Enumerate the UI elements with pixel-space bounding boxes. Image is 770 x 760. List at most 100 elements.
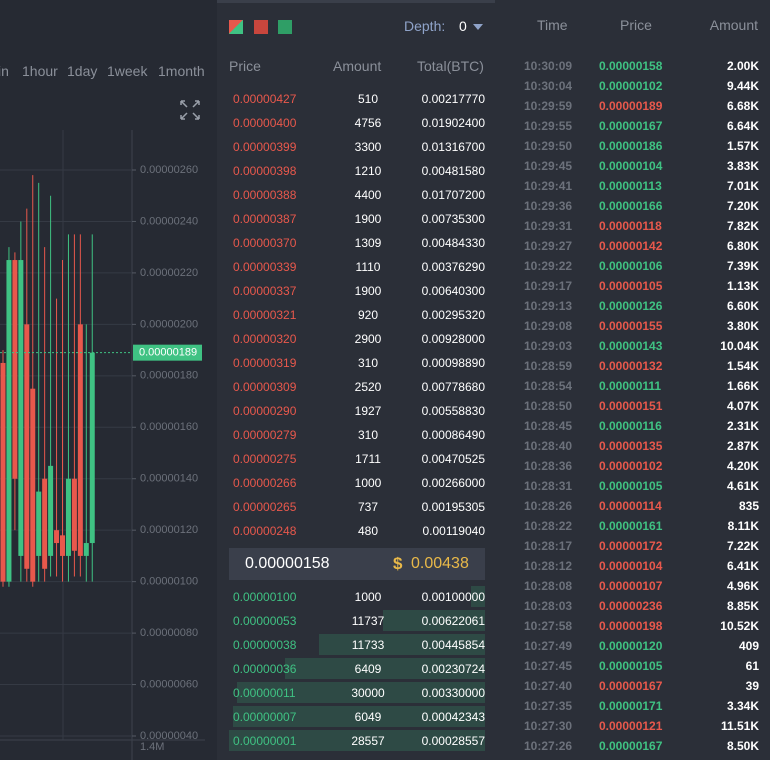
timeframe-tab[interactable]: 1month [158, 63, 205, 79]
y-tick-label: 0.00000100 [140, 576, 198, 588]
ask-total: 0.00928000 [421, 332, 485, 346]
ask-amount: 480 [357, 524, 379, 538]
trade-amount: 6.60K [726, 299, 759, 313]
y-tick-label: 0.00000220 [140, 267, 198, 279]
bid-total: 0.00042343 [421, 710, 485, 724]
ask-price: 0.00000398 [233, 164, 297, 178]
ask-price: 0.00000339 [233, 260, 297, 274]
candle-body [89, 352, 95, 544]
ask-amount: 1000 [354, 476, 382, 490]
trade-amount: 8.85K [726, 599, 759, 613]
trades-header: Time [537, 17, 568, 33]
ask-total: 0.00119040 [422, 524, 485, 538]
trade-price: 0.00000155 [599, 319, 663, 333]
mid-price: 0.00000158 [245, 555, 330, 572]
ask-amount: 1900 [354, 284, 382, 298]
bid-amount: 30000 [351, 686, 385, 700]
trade-time: 10:28:17 [524, 539, 573, 553]
ask-total: 0.00217770 [421, 92, 485, 106]
trade-amount: 7.39K [726, 259, 759, 273]
y-tick-label: 0.00000140 [140, 473, 198, 485]
trade-price: 0.00000102 [599, 79, 663, 93]
trade-price: 0.00000120 [599, 639, 663, 653]
trade-time: 10:29:22 [524, 259, 573, 273]
bid-depth-bar [285, 658, 485, 679]
trade-amount: 7.20K [726, 199, 759, 213]
ask-price: 0.00000275 [233, 452, 297, 466]
trade-price: 0.00000105 [599, 659, 663, 673]
trade-time: 10:27:30 [524, 719, 573, 733]
trade-price: 0.00000167 [599, 679, 663, 693]
trade-price: 0.00000135 [599, 439, 663, 453]
ask-amount: 1900 [354, 212, 382, 226]
trade-price: 0.00000107 [599, 579, 663, 593]
depth-value[interactable]: 0 [459, 18, 467, 34]
ask-amount: 737 [357, 500, 379, 514]
ask-total: 0.00195305 [421, 500, 485, 514]
depth-caret[interactable] [473, 24, 483, 30]
trade-amount: 4.20K [726, 459, 759, 473]
y-tick-label: 0.00000040 [140, 730, 198, 742]
candle-body [54, 530, 60, 544]
trade-price: 0.00000102 [599, 459, 663, 473]
view-bids-icon[interactable] [278, 20, 292, 34]
depth-label: Depth: [404, 18, 446, 34]
candle-body [42, 478, 48, 569]
trade-price: 0.00000106 [599, 259, 663, 273]
trade-time: 10:29:27 [524, 239, 573, 253]
trade-amount: 61 [745, 659, 759, 673]
timeframe-tab[interactable]: 1week [107, 63, 148, 79]
ask-price: 0.00000370 [233, 236, 297, 250]
ask-amount: 1110 [355, 260, 381, 274]
ask-price: 0.00000388 [233, 188, 297, 202]
bid-total: 0.00100000 [421, 590, 485, 604]
trade-amount: 409 [738, 639, 759, 653]
mid-price-box: 0.00000158 $ 0.00438 [229, 548, 485, 580]
expand-icon[interactable] [180, 100, 200, 120]
trade-amount: 11.51K [720, 719, 759, 733]
trade-amount: 6.41K [726, 559, 759, 573]
trade-price: 0.00000105 [599, 279, 663, 293]
bid-price: 0.00000038 [233, 638, 297, 652]
ask-total: 0.00295320 [421, 308, 485, 322]
ask-price: 0.00000399 [233, 140, 297, 154]
bid-price: 0.00000100 [233, 590, 297, 604]
ask-price: 0.00000248 [233, 524, 297, 538]
bid-price: 0.00000007 [233, 710, 297, 724]
trade-price: 0.00000189 [599, 99, 663, 113]
trade-price: 0.00000167 [599, 739, 663, 753]
trade-time: 10:29:36 [524, 199, 573, 213]
view-asks-icon[interactable] [254, 20, 268, 34]
timeframe-tab[interactable]: 1day [67, 63, 98, 79]
orderbook-toolbar: Depth: 0 [217, 0, 495, 50]
trade-amount: 7.01K [726, 179, 759, 193]
trade-time: 10:28:31 [524, 479, 573, 493]
bid-total: 0.00028557 [421, 734, 485, 748]
ask-total: 0.00266000 [421, 476, 485, 490]
bid-depth-bar [383, 610, 485, 631]
timeframe-tab[interactable]: 1hour [22, 63, 58, 79]
y-tick-label: 0.00000160 [140, 421, 198, 433]
ask-amount: 2520 [354, 380, 382, 394]
trade-price: 0.00000171 [599, 699, 663, 713]
ask-price: 0.00000427 [233, 92, 297, 106]
trade-price: 0.00000121 [599, 719, 663, 733]
trade-time: 10:30:04 [524, 79, 573, 93]
bid-amount: 6049 [354, 710, 382, 724]
trade-time: 10:29:50 [524, 139, 573, 153]
ask-amount: 310 [357, 428, 379, 442]
candle-body [60, 535, 65, 556]
ask-total: 0.00778680 [421, 380, 485, 394]
trade-time: 10:28:03 [524, 599, 573, 613]
view-both-icon[interactable] [229, 20, 243, 34]
trade-amount: 835 [738, 499, 759, 513]
timeframe-tab[interactable]: in [0, 63, 9, 79]
ask-amount: 310 [357, 356, 379, 370]
ask-amount: 1927 [354, 404, 382, 418]
ask-price: 0.00000309 [233, 380, 297, 394]
trades-header: Price [620, 17, 652, 33]
bid-price: 0.00000036 [233, 662, 297, 676]
ask-price: 0.00000337 [233, 284, 297, 298]
